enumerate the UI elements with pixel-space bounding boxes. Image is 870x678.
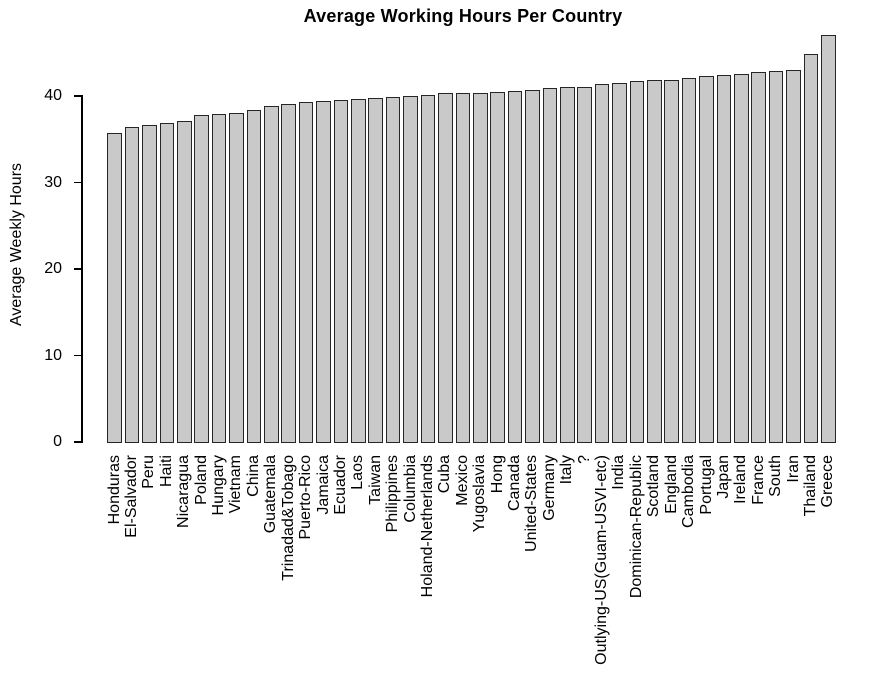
bar [420, 95, 436, 443]
y-tick-label: 40 [44, 87, 62, 104]
x-tick-label: Mexico [453, 455, 471, 506]
x-tick-label: Columbia [401, 455, 419, 523]
x-tick-label: Trinadad&Tobago [279, 455, 297, 581]
y-tick-label: 30 [44, 173, 62, 191]
bar [768, 70, 784, 443]
x-tick-label: Ireland [732, 455, 750, 504]
bar [559, 87, 575, 443]
x-tick-label: China [244, 455, 262, 497]
bar [751, 71, 767, 443]
x-tick-label: England [662, 455, 680, 514]
x-tick-label: South [767, 455, 785, 497]
x-tick-label: Guatemala [262, 455, 280, 534]
x-tick-label: Italy [558, 455, 576, 485]
bar [716, 75, 732, 443]
chart-title: Average Working Hours Per Country [303, 6, 623, 26]
x-tick-label: Thailand [802, 455, 819, 517]
x-tick-label: Vietnam [227, 455, 245, 514]
x-tick-label: Portugal [697, 455, 715, 515]
x-tick-label: Jamaica [314, 455, 332, 515]
bar [699, 76, 714, 443]
x-tick-label: Taiwan [366, 455, 384, 505]
x-tick-label: Holand-Netherlands [418, 455, 436, 598]
x-tick-label: India [610, 455, 628, 490]
y-tick-label: 20 [44, 260, 62, 277]
y-axis-tick [74, 181, 82, 184]
bar [490, 91, 505, 443]
bar [368, 97, 384, 443]
x-tick-label: Japan [714, 455, 732, 499]
bar [281, 103, 296, 443]
bar [438, 93, 453, 443]
x-tick-label: Philippines [384, 455, 402, 533]
y-axis-tick [74, 268, 82, 270]
x-tick-label: Scotland [645, 455, 663, 518]
bar [472, 92, 488, 443]
x-tick-label: Canada [506, 455, 524, 512]
x-tick-label: Cuba [436, 455, 454, 494]
bar [142, 125, 157, 443]
x-tick-label: El-Salvador [123, 455, 140, 538]
bar [351, 98, 366, 443]
x-tick-label: France [749, 455, 767, 505]
bar [612, 83, 627, 443]
bar [263, 105, 279, 443]
x-tick-label: Ecuador [331, 455, 349, 515]
bar [159, 122, 175, 443]
bar [594, 83, 610, 443]
x-tick-label: Laos [349, 455, 367, 490]
x-tick-label: Hong [488, 455, 506, 494]
bar [664, 79, 679, 443]
bar [647, 80, 662, 443]
bar [507, 90, 523, 443]
bar [333, 100, 349, 443]
bar [542, 88, 558, 443]
x-tick-label: Poland [192, 455, 210, 505]
bar [298, 102, 314, 443]
x-tick-label: Iran [784, 455, 802, 483]
bar [803, 53, 819, 443]
bar [821, 35, 836, 443]
bar [229, 113, 244, 443]
x-tick-label: Outlying-US(Guam-USVI-etc) [593, 455, 611, 665]
x-tick-label: ? [575, 455, 593, 464]
bar [211, 114, 227, 443]
y-axis-tick [74, 354, 82, 357]
bar [107, 133, 122, 443]
x-tick-label: Yugoslavia [471, 455, 489, 533]
x-tick-label: Cambodia [680, 455, 698, 528]
bar [681, 77, 697, 443]
y-tick-label: 0 [53, 433, 62, 450]
bar [786, 70, 801, 443]
bar [403, 96, 418, 443]
x-tick-label: Greece [819, 455, 837, 508]
bar [194, 115, 209, 443]
bar [525, 89, 540, 443]
y-axis-tick [74, 441, 82, 443]
x-tick-label: Dominican-Republic [627, 455, 645, 599]
y-tick-label: 10 [44, 346, 62, 364]
x-tick-label: Peru [140, 455, 158, 489]
bar [629, 81, 645, 443]
x-tick-label: United-States [523, 455, 541, 552]
bar [385, 96, 401, 443]
x-tick-label: Germany [540, 455, 558, 521]
y-axis-tick [74, 95, 82, 97]
x-tick-label: Hungary [210, 455, 228, 516]
x-tick-label: Haiti [157, 455, 175, 488]
bar [124, 127, 140, 443]
bar [316, 101, 331, 443]
x-tick-label: Nicaragua [175, 455, 193, 528]
x-tick-label: Puerto-Rico [297, 455, 315, 540]
bar [176, 121, 192, 443]
bar [577, 86, 592, 443]
bar [455, 93, 471, 443]
x-tick-label: Honduras [105, 455, 123, 525]
bar [734, 73, 749, 443]
bar [246, 109, 262, 443]
